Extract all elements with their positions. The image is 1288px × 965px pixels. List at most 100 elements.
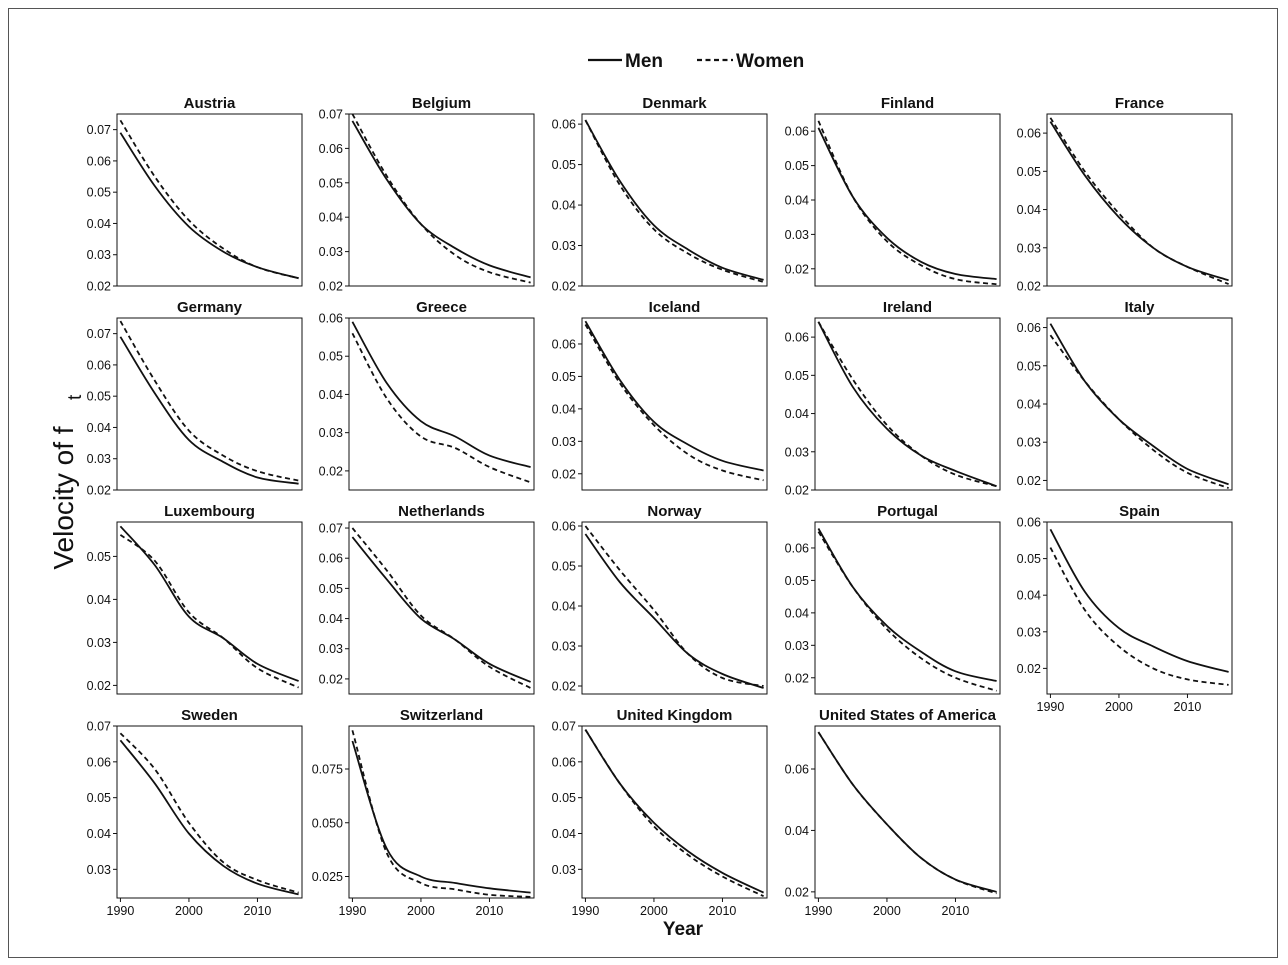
y-tick-label-finland: 0.02	[785, 262, 809, 276]
panel-title-greece: Greece	[416, 299, 467, 316]
y-tick-label-germany: 0.04	[87, 421, 111, 435]
panel-frame-greece	[348, 317, 535, 491]
y-tick-label-portugal: 0.06	[785, 541, 809, 555]
y-tick-label-austria: 0.05	[87, 186, 111, 200]
panel-netherlands: Netherlands 0.02 0.03 0.04 0.05 0.06 0.07	[319, 503, 535, 695]
men-line-netherlands	[351, 536, 531, 683]
men-line-norway	[584, 533, 764, 689]
men-line-iceland	[584, 320, 764, 472]
y-tick-label-united-kingdom: 0.06	[552, 755, 576, 769]
panel-spain: Spain 0.02 0.03 0.04 0.05 0.06 1990 2000 2010	[1017, 503, 1233, 714]
y-tick-label-united-states-of-america: 0.06	[785, 763, 809, 777]
y-tick-label-austria: 0.07	[87, 123, 111, 137]
panel-frame-denmark	[581, 113, 768, 287]
y-tick-label-france: 0.05	[1017, 165, 1041, 179]
panel-title-spain: Spain	[1119, 503, 1160, 520]
y-tick-label-finland: 0.06	[785, 125, 809, 139]
y-tick-label-ireland: 0.05	[785, 369, 809, 383]
y-tick-label-norway: 0.03	[552, 640, 576, 654]
x-tick-label-switzerland: 2010	[476, 904, 504, 918]
legend-men-label: Men	[625, 51, 663, 72]
y-tick-label-united-kingdom: 0.07	[552, 720, 576, 734]
y-tick-label-portugal: 0.05	[785, 574, 809, 588]
panel-title-united-states-of-america: United States of America	[819, 707, 997, 724]
y-tick-label-italy: 0.05	[1017, 359, 1041, 373]
women-line-spain	[1049, 547, 1229, 686]
y-axis-title-main: Velocity of f	[48, 426, 79, 569]
panel-title-finland: Finland	[881, 95, 934, 112]
y-tick-label-finland: 0.05	[785, 159, 809, 173]
women-line-sweden	[119, 732, 299, 894]
x-tick-label-united-states-of-america: 2000	[873, 904, 901, 918]
y-tick-label-norway: 0.05	[552, 560, 576, 574]
figure-border	[8, 8, 1278, 958]
y-tick-label-denmark: 0.05	[552, 158, 576, 172]
y-tick-label-united-kingdom: 0.05	[552, 791, 576, 805]
panel-title-denmark: Denmark	[642, 95, 707, 112]
y-tick-label-iceland: 0.04	[552, 402, 576, 416]
y-tick-label-germany: 0.05	[87, 390, 111, 404]
panel-title-netherlands: Netherlands	[398, 503, 485, 520]
panel-iceland: Iceland 0.02 0.03 0.04 0.05 0.06	[552, 299, 768, 491]
men-line-ireland	[817, 321, 997, 488]
x-axis-title: Year	[663, 919, 704, 940]
y-tick-label-belgium: 0.06	[319, 142, 343, 156]
panel-frame-sweden	[116, 725, 303, 899]
men-line-luxembourg	[119, 525, 299, 682]
x-tick-label-spain: 2010	[1174, 700, 1202, 714]
x-tick-label-switzerland: 1990	[339, 904, 367, 918]
x-tick-label-united-states-of-america: 2010	[942, 904, 970, 918]
panel-switzerland: Switzerland 0.025 0.050 0.075 1990 2000 2010	[312, 707, 535, 918]
panel-frame-united-kingdom	[581, 725, 768, 899]
panel-title-switzerland: Switzerland	[400, 707, 483, 724]
y-tick-label-sweden: 0.06	[87, 755, 111, 769]
legend: Men Women	[588, 51, 804, 72]
y-tick-label-italy: 0.06	[1017, 321, 1041, 335]
panel-frame-france	[1046, 113, 1233, 287]
y-tick-label-austria: 0.02	[87, 280, 111, 294]
panel-greece: Greece 0.02 0.03 0.04 0.05 0.06	[319, 299, 535, 491]
men-line-italy	[1049, 323, 1229, 486]
y-tick-label-greece: 0.04	[319, 388, 343, 402]
x-tick-label-spain: 1990	[1037, 700, 1065, 714]
y-tick-label-norway: 0.04	[552, 600, 576, 614]
panel-frame-italy	[1046, 317, 1233, 491]
y-tick-label-netherlands: 0.02	[319, 672, 343, 686]
women-line-norway	[584, 525, 764, 687]
y-tick-label-belgium: 0.04	[319, 211, 343, 225]
y-tick-label-united-kingdom: 0.04	[552, 827, 576, 841]
panel-denmark: Denmark 0.02 0.03 0.04 0.05 0.06	[552, 95, 768, 294]
panel-frame-finland	[814, 113, 1001, 287]
y-tick-label-denmark: 0.06	[552, 118, 576, 132]
panel-sweden: Sweden 0.03 0.04 0.05 0.06 0.07 1990 2000 2010	[87, 707, 303, 918]
y-tick-label-sweden: 0.03	[87, 863, 111, 877]
panel-title-iceland: Iceland	[649, 299, 701, 316]
y-tick-label-switzerland: 0.025	[312, 870, 343, 884]
y-tick-label-norway: 0.06	[552, 520, 576, 534]
y-tick-label-portugal: 0.02	[785, 671, 809, 685]
panel-title-norway: Norway	[647, 503, 702, 520]
panel-italy: Italy 0.02 0.03 0.04 0.05 0.06	[1017, 299, 1233, 491]
x-tick-label-sweden: 2000	[175, 904, 203, 918]
men-line-belgium	[351, 120, 531, 279]
panel-title-italy: Italy	[1124, 299, 1155, 316]
y-tick-label-germany: 0.07	[87, 327, 111, 341]
y-tick-label-denmark: 0.02	[552, 280, 576, 294]
women-line-luxembourg	[119, 534, 299, 689]
panel-frame-austria	[116, 113, 303, 287]
y-tick-label-belgium: 0.05	[319, 176, 343, 190]
panel-belgium: Belgium 0.02 0.03 0.04 0.05 0.06 0.07	[319, 95, 535, 294]
x-tick-label-sweden: 2010	[244, 904, 272, 918]
women-line-ireland	[817, 321, 997, 488]
panel-austria: Austria 0.02 0.03 0.04 0.05 0.06 0.07	[87, 95, 303, 294]
y-tick-label-spain: 0.04	[1017, 589, 1041, 603]
y-axis-title: Velocity of f t	[48, 394, 86, 570]
y-tick-label-united-states-of-america: 0.04	[785, 824, 809, 838]
y-tick-label-italy: 0.04	[1017, 398, 1041, 412]
y-tick-label-sweden: 0.04	[87, 827, 111, 841]
men-line-greece	[351, 321, 531, 468]
y-tick-label-ireland: 0.02	[785, 484, 809, 498]
y-tick-label-luxembourg: 0.02	[87, 679, 111, 693]
panel-frame-switzerland	[348, 725, 535, 899]
